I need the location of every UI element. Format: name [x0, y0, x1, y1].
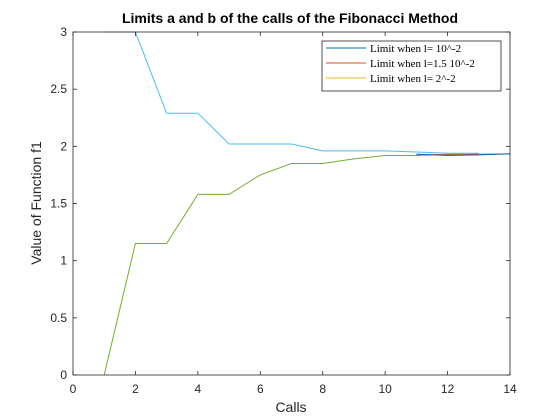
- legend-label-1: Limit when l=1.5 10^-2: [370, 58, 475, 70]
- x-axis-label: Calls: [275, 399, 306, 415]
- legend-label-0: Limit when l= 10^-2: [370, 43, 461, 55]
- y-tick-label: 2.5: [50, 82, 67, 96]
- x-tick-label: 8: [319, 382, 326, 396]
- x-tick-label: 2: [132, 382, 139, 396]
- y-tick-label: 2: [60, 139, 67, 153]
- y-tick-label: 3: [60, 25, 67, 39]
- x-tick-label: 12: [441, 382, 455, 396]
- x-tick-label: 0: [70, 382, 77, 396]
- y-tick-layer: 0 0.5 1 1.5 2 2.5 3: [50, 25, 510, 382]
- x-tick-label: 4: [195, 382, 202, 396]
- chart-title: Limits a and b of the calls of the Fibon…: [122, 10, 458, 26]
- y-tick-label: 1.5: [50, 197, 67, 211]
- y-axis-label: Value of Function f1: [28, 141, 44, 265]
- x-tick-label: 14: [503, 382, 517, 396]
- legend: Limit when l= 10^-2 Limit when l=1.5 10^-…: [321, 40, 502, 92]
- series-line-0: [104, 31, 479, 154]
- legend-box: [321, 40, 502, 92]
- series-layer: [103, 31, 511, 376]
- x-tick-layer: 0 2 4 6 8 10 12 14: [70, 32, 517, 396]
- x-tick-label: 10: [378, 382, 392, 396]
- legend-label-2: Limit when l= 2^-2: [370, 73, 456, 85]
- series-line-3: [416, 153, 511, 157]
- series-line-1: [103, 153, 479, 376]
- y-tick-label: 0: [60, 368, 67, 382]
- y-tick-label: 1: [60, 254, 67, 268]
- x-tick-label: 6: [257, 382, 264, 396]
- y-tick-label: 0.5: [50, 311, 67, 325]
